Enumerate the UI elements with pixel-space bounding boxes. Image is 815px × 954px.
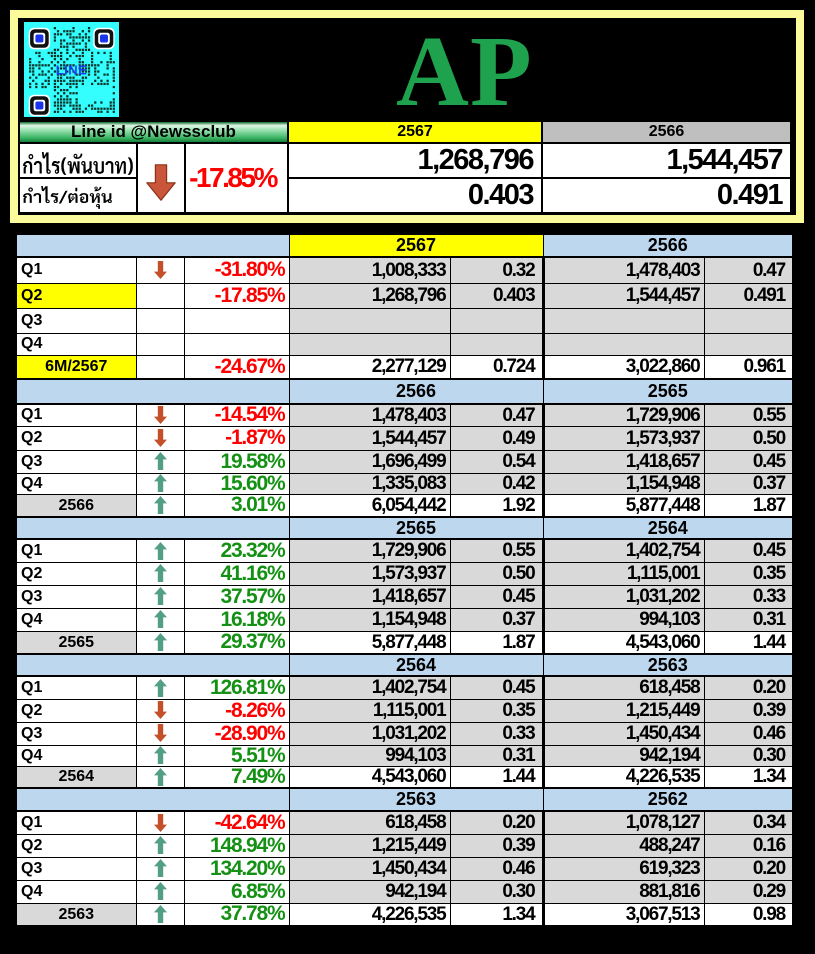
svg-text:LINE: LINE [56,63,88,78]
